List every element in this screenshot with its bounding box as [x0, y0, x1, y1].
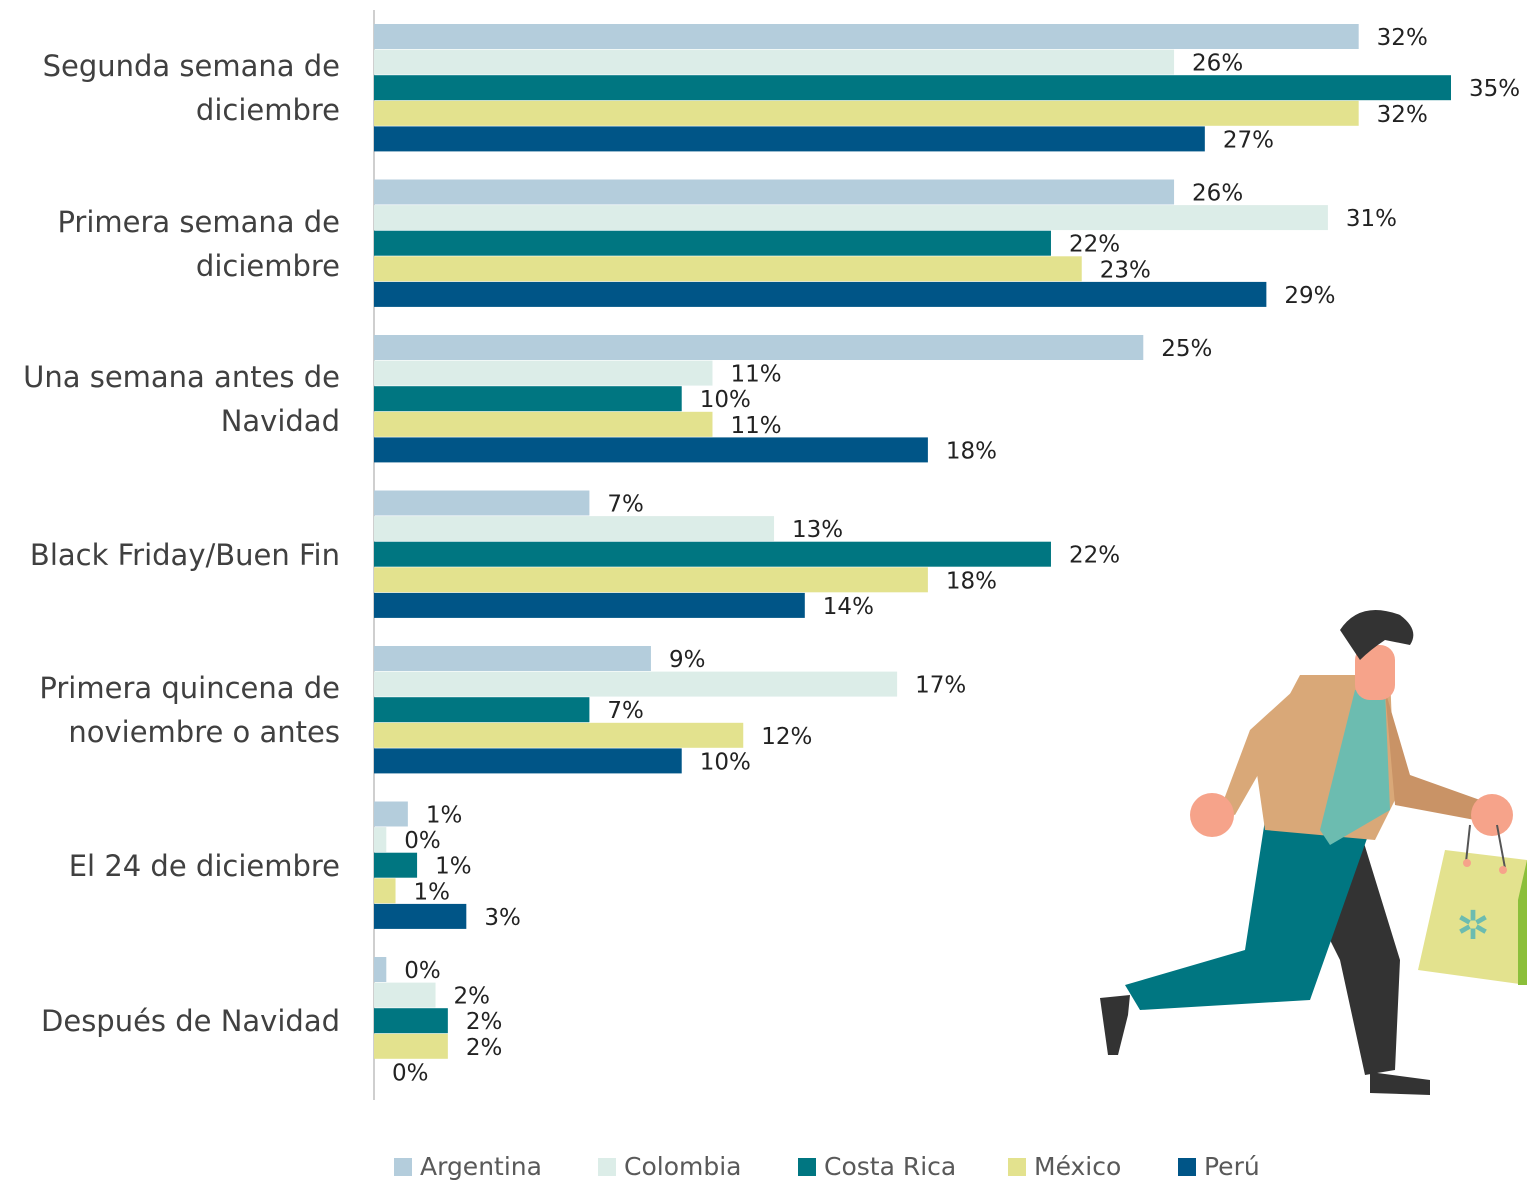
- value-label: 7%: [607, 492, 644, 518]
- value-label: 10%: [700, 387, 751, 413]
- legend-label: México: [1034, 1152, 1121, 1181]
- legend-label: Costa Rica: [824, 1152, 956, 1181]
- bar: [374, 697, 589, 722]
- bar: [374, 567, 928, 592]
- value-label: 0%: [392, 1060, 429, 1086]
- bar: [374, 904, 466, 929]
- bar: [374, 672, 897, 697]
- value-label: 22%: [1069, 543, 1120, 569]
- value-label: 29%: [1284, 283, 1335, 309]
- value-label: 1%: [414, 879, 451, 905]
- svg-text:✲: ✲: [1456, 903, 1490, 949]
- chart-root: ✲ 32%26%35%32%27%26%31%22%23%29%25%11%10…: [0, 0, 1527, 1184]
- value-label: 13%: [792, 517, 843, 543]
- legend-label: Argentina: [420, 1152, 542, 1181]
- value-label: 7%: [607, 698, 644, 724]
- legend-swatch: [394, 1158, 412, 1176]
- category-label: Después de Navidad: [0, 999, 340, 1043]
- value-label: 25%: [1161, 336, 1212, 362]
- bar: [374, 853, 417, 878]
- value-label: 11%: [730, 413, 781, 439]
- bar: [374, 437, 928, 462]
- bar: [374, 748, 682, 773]
- value-label: 9%: [669, 647, 706, 673]
- value-label: 1%: [426, 803, 463, 829]
- bar: [374, 802, 408, 827]
- value-label: 10%: [700, 749, 751, 775]
- category-label: El 24 de diciembre: [0, 844, 340, 888]
- value-label: 1%: [435, 854, 472, 880]
- legend-swatch: [798, 1158, 816, 1176]
- bar: [374, 361, 712, 386]
- value-label: 26%: [1192, 51, 1243, 77]
- legend-swatch: [1178, 1158, 1196, 1176]
- bar: [374, 231, 1051, 256]
- illustration: ✲: [1100, 610, 1527, 1095]
- bar: [374, 646, 651, 671]
- value-label: 11%: [730, 362, 781, 388]
- value-label: 2%: [466, 1035, 503, 1061]
- value-label: 17%: [915, 673, 966, 699]
- value-label: 22%: [1069, 232, 1120, 258]
- value-label: 26%: [1192, 181, 1243, 207]
- bar: [374, 983, 436, 1008]
- bar: [374, 335, 1143, 360]
- category-label: Segunda semana de diciembre: [0, 44, 340, 132]
- value-label: 32%: [1377, 25, 1428, 51]
- bar: [374, 75, 1451, 100]
- bar: [374, 1008, 448, 1033]
- bar: [374, 1034, 448, 1059]
- value-label: 2%: [466, 1009, 503, 1035]
- category-label: Una semana antes de Navidad: [0, 355, 340, 443]
- category-label: Black Friday/Buen Fin: [0, 533, 340, 577]
- bar: [374, 24, 1359, 49]
- category-label: Primera semana de diciembre: [0, 200, 340, 288]
- value-label: 14%: [823, 594, 874, 620]
- bar: [374, 386, 682, 411]
- value-label: 23%: [1100, 257, 1151, 283]
- bar: [374, 723, 743, 748]
- bar: [374, 101, 1359, 126]
- legend-label: Perú: [1204, 1152, 1260, 1181]
- value-label: 3%: [484, 905, 521, 931]
- value-label: 12%: [761, 724, 812, 750]
- value-label: 0%: [404, 958, 441, 984]
- value-label: 31%: [1346, 206, 1397, 232]
- bar: [374, 957, 386, 982]
- value-label: 2%: [454, 984, 491, 1010]
- bar: [374, 126, 1205, 151]
- value-label: 35%: [1469, 76, 1520, 102]
- legend-label: Colombia: [624, 1152, 741, 1181]
- category-label: Primera quincena de noviembre o antes: [0, 666, 340, 754]
- legend-swatch: [1008, 1158, 1026, 1176]
- bar: [374, 412, 712, 437]
- bar: [374, 542, 1051, 567]
- bar: [374, 593, 805, 618]
- value-label: 0%: [404, 828, 441, 854]
- bar: [374, 256, 1082, 281]
- bar: [374, 50, 1174, 75]
- legend-swatch: [598, 1158, 616, 1176]
- value-label: 32%: [1377, 102, 1428, 128]
- value-label: 27%: [1223, 127, 1274, 153]
- bar: [374, 516, 774, 541]
- bar: [374, 878, 396, 903]
- bar: [374, 827, 386, 852]
- bar: [374, 491, 589, 516]
- value-label: 18%: [946, 568, 997, 594]
- bar: [374, 205, 1328, 230]
- value-label: 18%: [946, 438, 997, 464]
- bar: [374, 180, 1174, 205]
- bar: [374, 282, 1266, 307]
